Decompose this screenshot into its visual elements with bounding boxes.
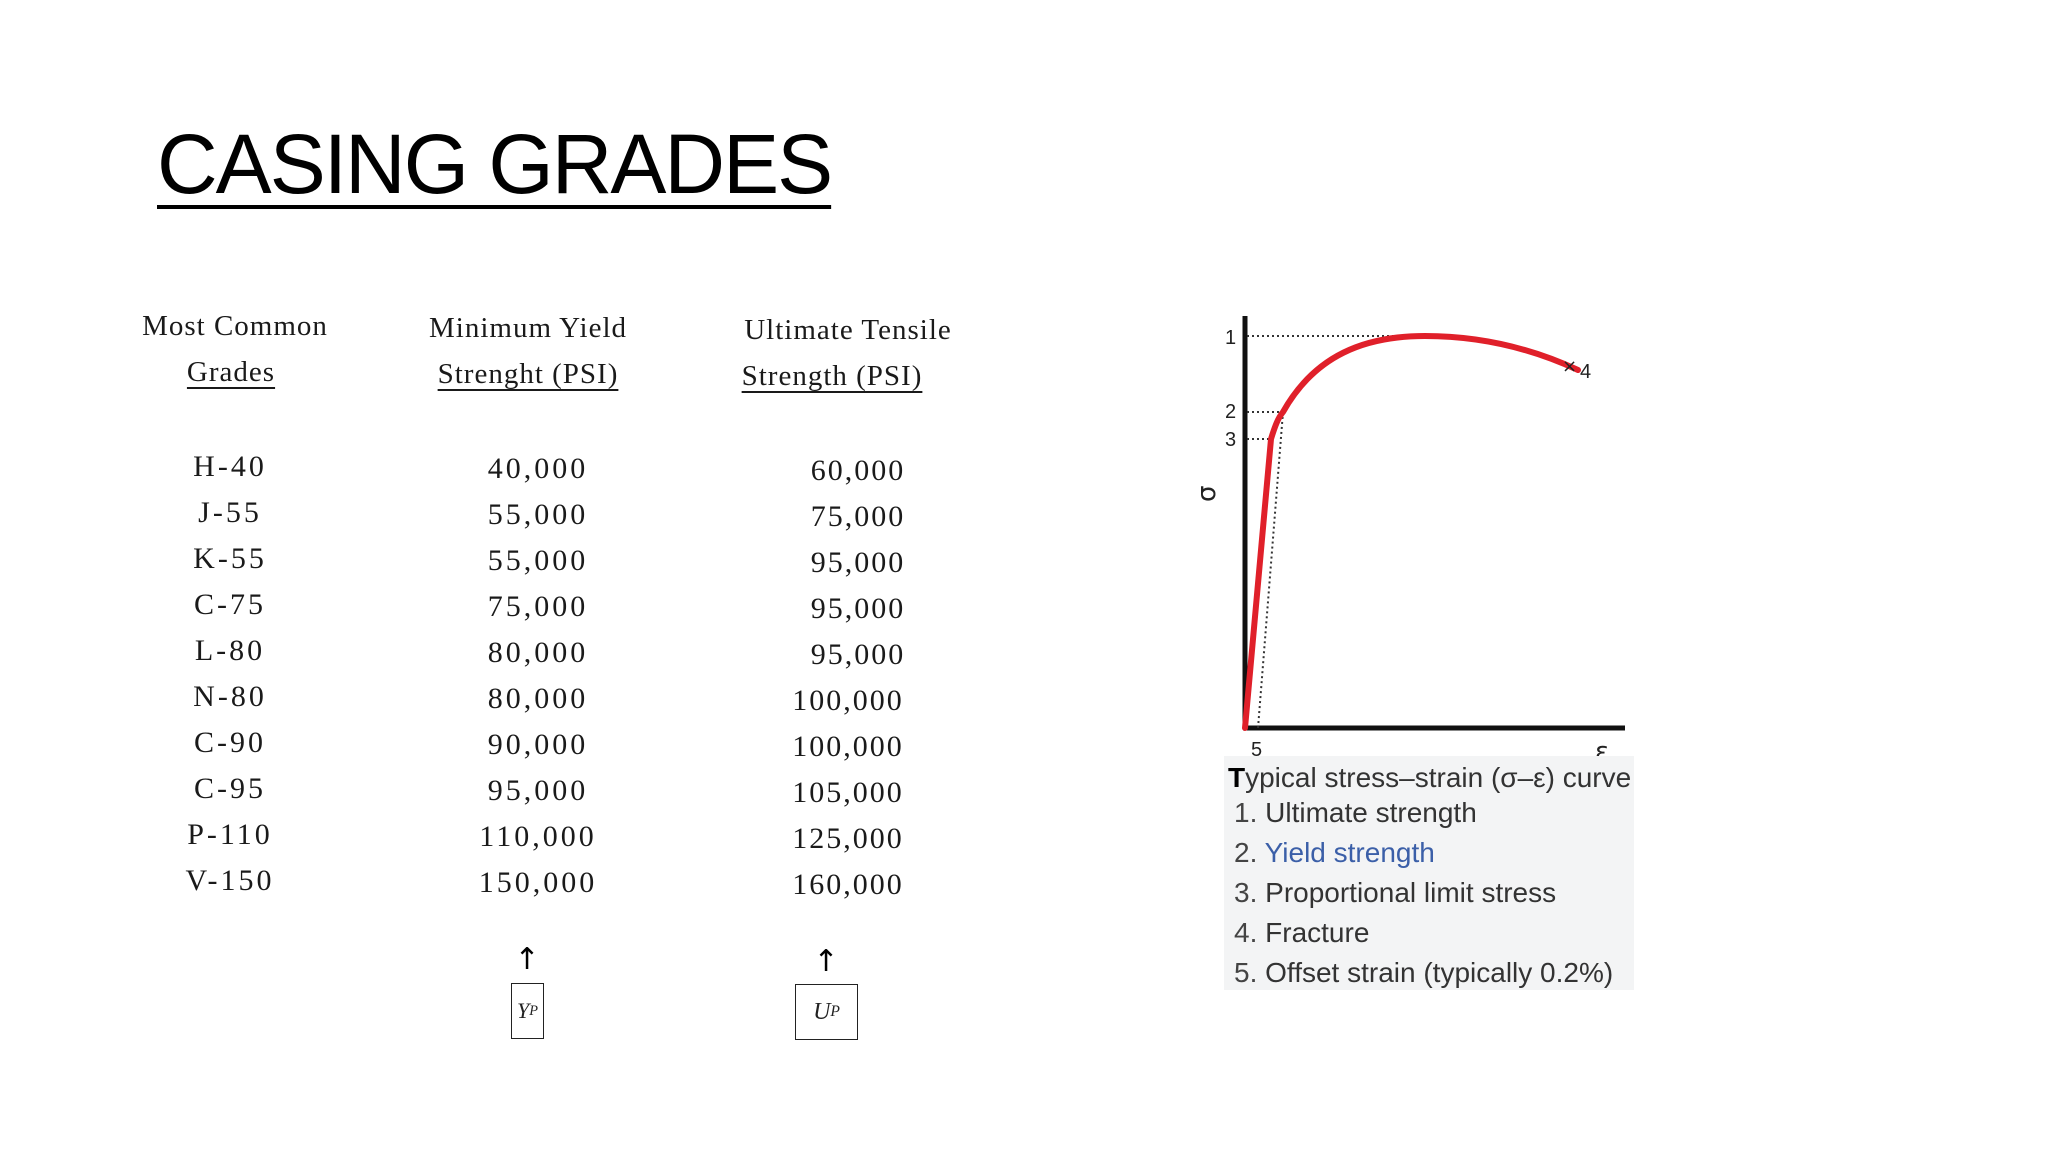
- legend-item: 4. Fracture: [1234, 917, 1369, 949]
- table-cell-tensile: 75,000: [810, 500, 906, 533]
- table-cell-grade: H-40: [193, 450, 267, 483]
- symbol-subscript: P: [830, 1003, 840, 1020]
- point-label-5: 5: [1251, 739, 1262, 761]
- caption-text: ypical stress–strain (σ–ε) curve: [1245, 762, 1632, 793]
- arrow-up-icon: ↑: [813, 944, 839, 979]
- table-cell-grade: N-80: [193, 680, 267, 713]
- symbol-base: U: [813, 998, 831, 1025]
- table-cell-tensile: 60,000: [810, 454, 906, 487]
- page-title: CASING GRADES: [157, 117, 833, 211]
- table-cell-yield: 75,000: [487, 590, 589, 623]
- table-cell-yield: 110,000: [479, 820, 597, 853]
- legend-item-number: 4.: [1234, 917, 1258, 948]
- arrow-up-icon: ↑: [514, 942, 540, 977]
- stress-strain-chart: 1 2 3 4 5 × σ ε: [1195, 316, 1625, 767]
- table-cell-tensile: 125,000: [792, 822, 904, 855]
- header-grades-line1: Most Common: [142, 310, 328, 342]
- table-cell-grade: L-80: [194, 634, 266, 667]
- stress-strain-curve: [1242, 333, 1581, 731]
- header-tensile-line2: Strength (PSI): [741, 360, 923, 392]
- legend-item-number: 2.: [1234, 837, 1258, 868]
- header-tensile-line1: Ultimate Tensile: [744, 314, 952, 346]
- point-label-2: 2: [1225, 401, 1236, 423]
- legend-item-text: Fracture: [1265, 917, 1370, 948]
- legend-caption: Typical stress–strain (σ–ε) curve: [1228, 762, 1631, 794]
- header-grades-line2: Grades: [186, 356, 276, 388]
- table-cell-grade: C-95: [194, 772, 266, 805]
- table-cell-yield: 55,000: [487, 544, 589, 577]
- legend-item-text: Offset strain (typically 0.2%): [1265, 957, 1614, 988]
- table-cell-tensile: 95,000: [810, 592, 906, 625]
- symbol-subscript: P: [529, 1002, 538, 1019]
- legend-item: 5. Offset strain (typically 0.2%): [1234, 957, 1613, 989]
- table-cell-yield: 80,000: [487, 682, 589, 715]
- yield-strength-link[interactable]: Yield strength: [1264, 837, 1435, 868]
- table-cell-grade: V-150: [185, 864, 275, 897]
- point-label-4: 4: [1580, 361, 1591, 383]
- table-cell-grade: J-55: [198, 496, 262, 529]
- table-cell-grade: K-55: [193, 542, 267, 575]
- table-cell-grade: P-110: [187, 818, 273, 851]
- caption-first-letter: T: [1228, 762, 1246, 793]
- legend-item: 2. Yield strength: [1234, 837, 1435, 869]
- y-axis-label: σ: [1195, 486, 1222, 502]
- legend-item: 3. Proportional limit stress: [1234, 877, 1556, 909]
- legend-item: 1. Ultimate strength: [1234, 797, 1477, 829]
- table-cell-yield: 55,000: [487, 498, 589, 531]
- legend-item-number: 1.: [1234, 797, 1258, 828]
- header-yield-line1: Minimum Yield: [428, 312, 628, 344]
- fracture-marker: ×: [1562, 356, 1577, 377]
- point-label-1: 1: [1225, 327, 1236, 349]
- table-cell-tensile: 105,000: [792, 776, 904, 809]
- table-cell-grade: C-75: [194, 588, 266, 621]
- legend-item-number: 3.: [1234, 877, 1258, 908]
- table-cell-grade: C-90: [194, 726, 266, 759]
- table-cell-yield: 90,000: [487, 728, 589, 761]
- legend-item-text: Proportional limit stress: [1265, 877, 1557, 908]
- table-cell-yield: 95,000: [487, 774, 589, 807]
- header-yield-line2: Strenght (PSI): [437, 358, 619, 390]
- point-label-3: 3: [1225, 429, 1236, 451]
- legend-panel: [1224, 756, 1634, 990]
- table-cell-yield: 40,000: [487, 452, 589, 485]
- table-cell-tensile: 95,000: [810, 546, 906, 579]
- legend-item-text: Ultimate strength: [1265, 797, 1477, 828]
- table-cell-yield: 80,000: [487, 636, 589, 669]
- table-cell-yield: 150,000: [478, 866, 598, 899]
- table-cell-tensile: 95,000: [810, 638, 906, 671]
- legend-item-number: 5.: [1234, 957, 1258, 988]
- table-cell-tensile: 100,000: [792, 730, 904, 763]
- table-cell-tensile: 100,000: [792, 684, 904, 717]
- table-cell-tensile: 160,000: [792, 868, 904, 901]
- symbol-base: Y: [517, 998, 530, 1023]
